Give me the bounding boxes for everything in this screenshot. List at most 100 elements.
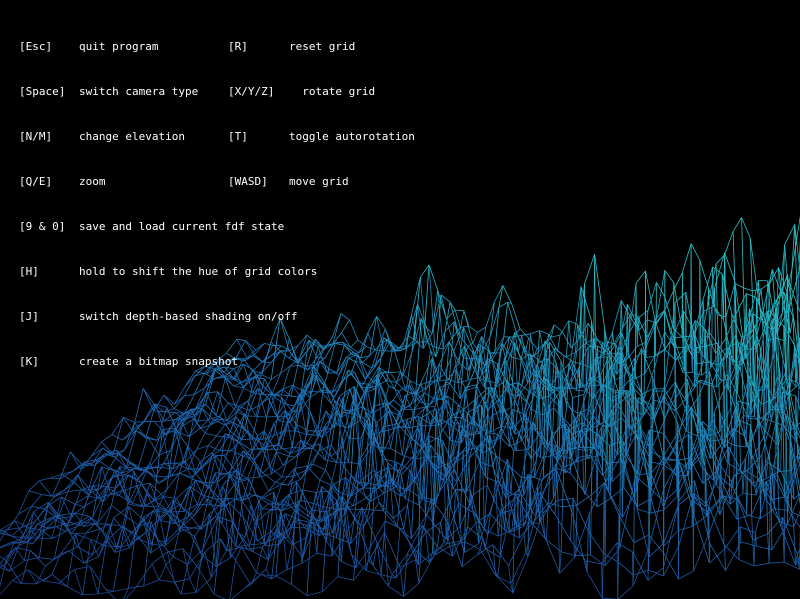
- grid-edge: [149, 462, 159, 484]
- grid-edge: [415, 498, 432, 560]
- grid-edge: [448, 341, 460, 364]
- grid-edge: [554, 347, 565, 357]
- grid-edge: [233, 377, 244, 383]
- grid-edge: [170, 459, 184, 477]
- grid-edge: [370, 520, 386, 547]
- grid-edge: [357, 354, 366, 380]
- grid-edge: [425, 531, 430, 563]
- grid-edge: [135, 533, 152, 554]
- grid-edge: [170, 417, 180, 451]
- grid-edge: [74, 569, 83, 596]
- grid-edge: [4, 531, 20, 541]
- grid-edge: [546, 342, 550, 443]
- grid-edge: [509, 526, 524, 533]
- grid-edge: [261, 354, 272, 363]
- grid-edge: [295, 430, 307, 435]
- grid-edge: [126, 467, 139, 469]
- grid-edge: [366, 570, 382, 576]
- grid-edge: [540, 494, 544, 513]
- grid-edge: [328, 437, 344, 492]
- grid-edge: [449, 546, 453, 557]
- grid-edge: [514, 427, 527, 435]
- grid-edge: [232, 413, 246, 437]
- grid-edge: [221, 473, 230, 524]
- grid-edge: [230, 450, 244, 471]
- grid-edge: [296, 481, 313, 511]
- grid-edge: [510, 583, 514, 594]
- grid-edge: [518, 424, 533, 491]
- grid-edge: [577, 386, 580, 414]
- grid-edge: [735, 419, 738, 520]
- grid-edge: [180, 564, 189, 595]
- grid-edge: [90, 447, 104, 457]
- grid-edge: [72, 461, 85, 472]
- grid-edge: [302, 365, 314, 392]
- grid-edge: [476, 358, 488, 388]
- grid-edge: [308, 339, 319, 348]
- grid-edge: [475, 398, 480, 425]
- grid-edge: [311, 510, 318, 554]
- grid-edge: [373, 337, 384, 369]
- help-row-esc: [Esc] quit program [R] reset grid: [19, 39, 355, 54]
- grid-edge: [61, 471, 73, 475]
- grid-edge: [267, 492, 275, 560]
- grid-edge: [397, 423, 403, 456]
- grid-edge: [434, 363, 440, 399]
- grid-edge: [353, 524, 359, 581]
- grid-edge: [229, 560, 236, 599]
- grid-edge: [345, 351, 354, 358]
- grid-edge: [489, 307, 500, 337]
- grid-edge: [563, 423, 567, 452]
- grid-edge: [403, 505, 408, 529]
- grid-edge: [763, 382, 767, 432]
- grid-edge: [497, 513, 502, 537]
- grid-edge: [357, 354, 369, 377]
- grid-edge: [208, 445, 220, 451]
- grid-edge: [231, 442, 240, 451]
- grid-edge: [468, 414, 474, 425]
- grid-edge: [252, 499, 260, 552]
- grid-edge: [488, 387, 492, 389]
- grid-edge: [330, 444, 344, 467]
- grid-edge: [189, 578, 197, 593]
- grid-edge: [22, 523, 38, 542]
- grid-edge: [414, 392, 425, 403]
- grid-edge: [411, 318, 422, 354]
- grid-edge: [299, 397, 311, 413]
- grid-edge: [600, 342, 603, 356]
- grid-edge: [437, 522, 441, 547]
- grid-edge: [607, 461, 622, 464]
- grid-edge: [359, 435, 375, 460]
- grid-edge: [18, 490, 30, 515]
- grid-edge: [97, 591, 114, 595]
- grid-edge: [673, 310, 684, 335]
- grid-edge: [182, 548, 199, 569]
- grid-edge: [637, 397, 639, 510]
- grid-edge: [233, 385, 244, 389]
- grid-edge: [776, 332, 787, 376]
- grid-edge: [683, 371, 693, 374]
- grid-edge: [219, 435, 233, 476]
- grid-edge: [726, 383, 740, 421]
- grid-edge: [478, 343, 489, 351]
- grid-edge: [376, 374, 383, 432]
- grid-edge: [621, 332, 633, 367]
- grid-edge: [755, 380, 759, 428]
- grid-edge: [311, 513, 327, 542]
- grid-edge: [442, 440, 458, 475]
- grid-edge: [310, 412, 318, 436]
- grid-edge: [739, 420, 741, 472]
- grid-edge: [163, 394, 175, 405]
- grid-edge: [440, 522, 445, 543]
- grid-edge: [279, 513, 286, 545]
- grid-edge: [104, 453, 115, 458]
- grid-edge: [27, 523, 38, 542]
- grid-edge: [69, 521, 85, 527]
- grid-edge: [634, 499, 650, 557]
- grid-edge: [688, 441, 701, 476]
- grid-edge: [580, 286, 592, 321]
- grid-edge: [772, 312, 776, 400]
- grid-edge: [241, 546, 257, 573]
